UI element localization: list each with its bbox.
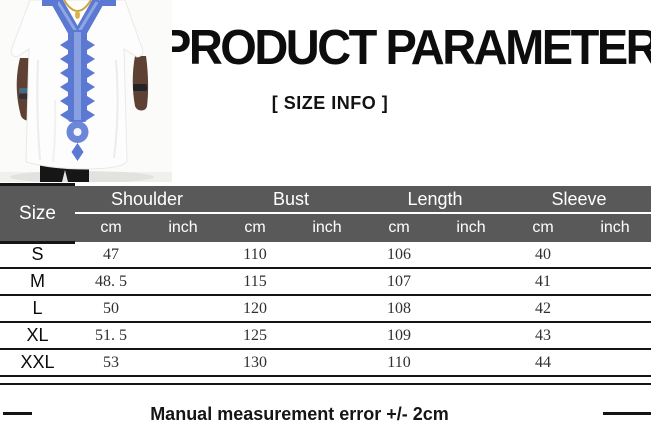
shoulder-cm-cell: 48. 5 [95, 272, 127, 290]
shoulder-cm-cell: 53 [103, 353, 119, 371]
unit-header: cm [532, 219, 554, 236]
size-cell: XXL [20, 352, 55, 372]
header-separator-line [75, 212, 651, 214]
table-row-m: M 48. 5 115 107 41 [0, 269, 651, 296]
size-cell: M [30, 271, 45, 291]
table-row-s: S 47 110 106 40 [0, 242, 651, 269]
table-header-right: Shoulder Bust Length Sleeve cm inch cm i… [75, 186, 651, 242]
model-illustration [0, 0, 172, 182]
group-header-bust: Bust [272, 188, 310, 209]
group-header-shoulder: Shoulder [110, 188, 184, 209]
fold-line [36, 59, 41, 161]
shoulder-trim [100, 0, 116, 6]
right-arm [132, 56, 149, 111]
sleeve-cm-cell: 43 [535, 326, 551, 344]
unit-header: inch [600, 219, 630, 236]
size-cell: S [31, 244, 44, 264]
fold-line [52, 99, 57, 163]
sleeve-cm-cell: 44 [535, 353, 551, 371]
group-header-sleeve: Sleeve [551, 188, 607, 209]
unit-header: cm [388, 219, 410, 236]
embroidery-leaves [60, 40, 95, 120]
table-row-xl: XL 51. 5 125 109 43 [0, 323, 651, 350]
size-cell: L [32, 298, 43, 318]
necklace-pendant [75, 11, 80, 19]
page-title: PRODUCT PARAMETERS [160, 19, 651, 75]
unit-header: cm [244, 219, 266, 236]
unit-header: inch [168, 219, 198, 236]
size-table: Size Shoulder Bust Length Sleeve cm inch… [0, 183, 651, 385]
table-body: S 47 110 106 40 M 48. 5 115 107 41 [0, 242, 651, 385]
length-cm-cell: 109 [387, 326, 411, 344]
wrist-watch [133, 84, 147, 91]
product-photo [0, 0, 172, 182]
size-cell: XL [26, 325, 49, 345]
shoulder-cm-cell: 50 [103, 299, 119, 317]
shoulder-cm-cell: 47 [103, 245, 119, 263]
unit-header: cm [100, 219, 122, 236]
group-header-length: Length [407, 188, 463, 209]
sleeve-cm-cell: 41 [535, 272, 551, 290]
table-header: Size Shoulder Bust Length Sleeve cm inch… [0, 183, 651, 244]
fold-line [113, 59, 119, 159]
bust-cm-cell: 125 [243, 326, 267, 344]
bust-cm-cell: 110 [243, 245, 267, 263]
embroidery-medallion-center [73, 128, 82, 136]
measurement-error-note: Manual measurement error +/- 2cm [150, 404, 449, 424]
sleeve-cm-cell: 42 [535, 299, 551, 317]
embroidery-finial [71, 143, 84, 161]
length-cm-cell: 107 [387, 272, 411, 290]
length-cm-cell: 108 [387, 299, 411, 317]
length-cm-cell: 106 [387, 245, 411, 263]
table-bottom-double-line [0, 377, 651, 385]
table-row-l: L 50 120 108 42 [0, 296, 651, 323]
group-header-row: Shoulder Bust Length Sleeve [75, 186, 651, 212]
unit-header-row: cm inch cm inch cm inch cm inch [75, 214, 651, 242]
embroidery-band-center [74, 32, 81, 120]
bust-cm-cell: 115 [243, 272, 267, 290]
bust-cm-cell: 120 [243, 299, 267, 317]
bust-cm-cell: 130 [243, 353, 267, 371]
size-column-header: Size [0, 183, 75, 244]
unit-header: inch [456, 219, 486, 236]
left-edge-dash [3, 412, 32, 415]
length-cm-cell: 110 [387, 353, 411, 371]
sleeve-cm-cell: 40 [535, 245, 551, 263]
shoulder-cm-cell: 51. 5 [95, 326, 127, 344]
table-row-xxl: XXL 53 130 110 44 [0, 350, 651, 377]
shoulder-trim [42, 0, 58, 6]
right-edge-dash [603, 412, 651, 415]
unit-header: inch [312, 219, 342, 236]
size-info-subtitle: [ SIZE INFO ] [271, 93, 389, 113]
